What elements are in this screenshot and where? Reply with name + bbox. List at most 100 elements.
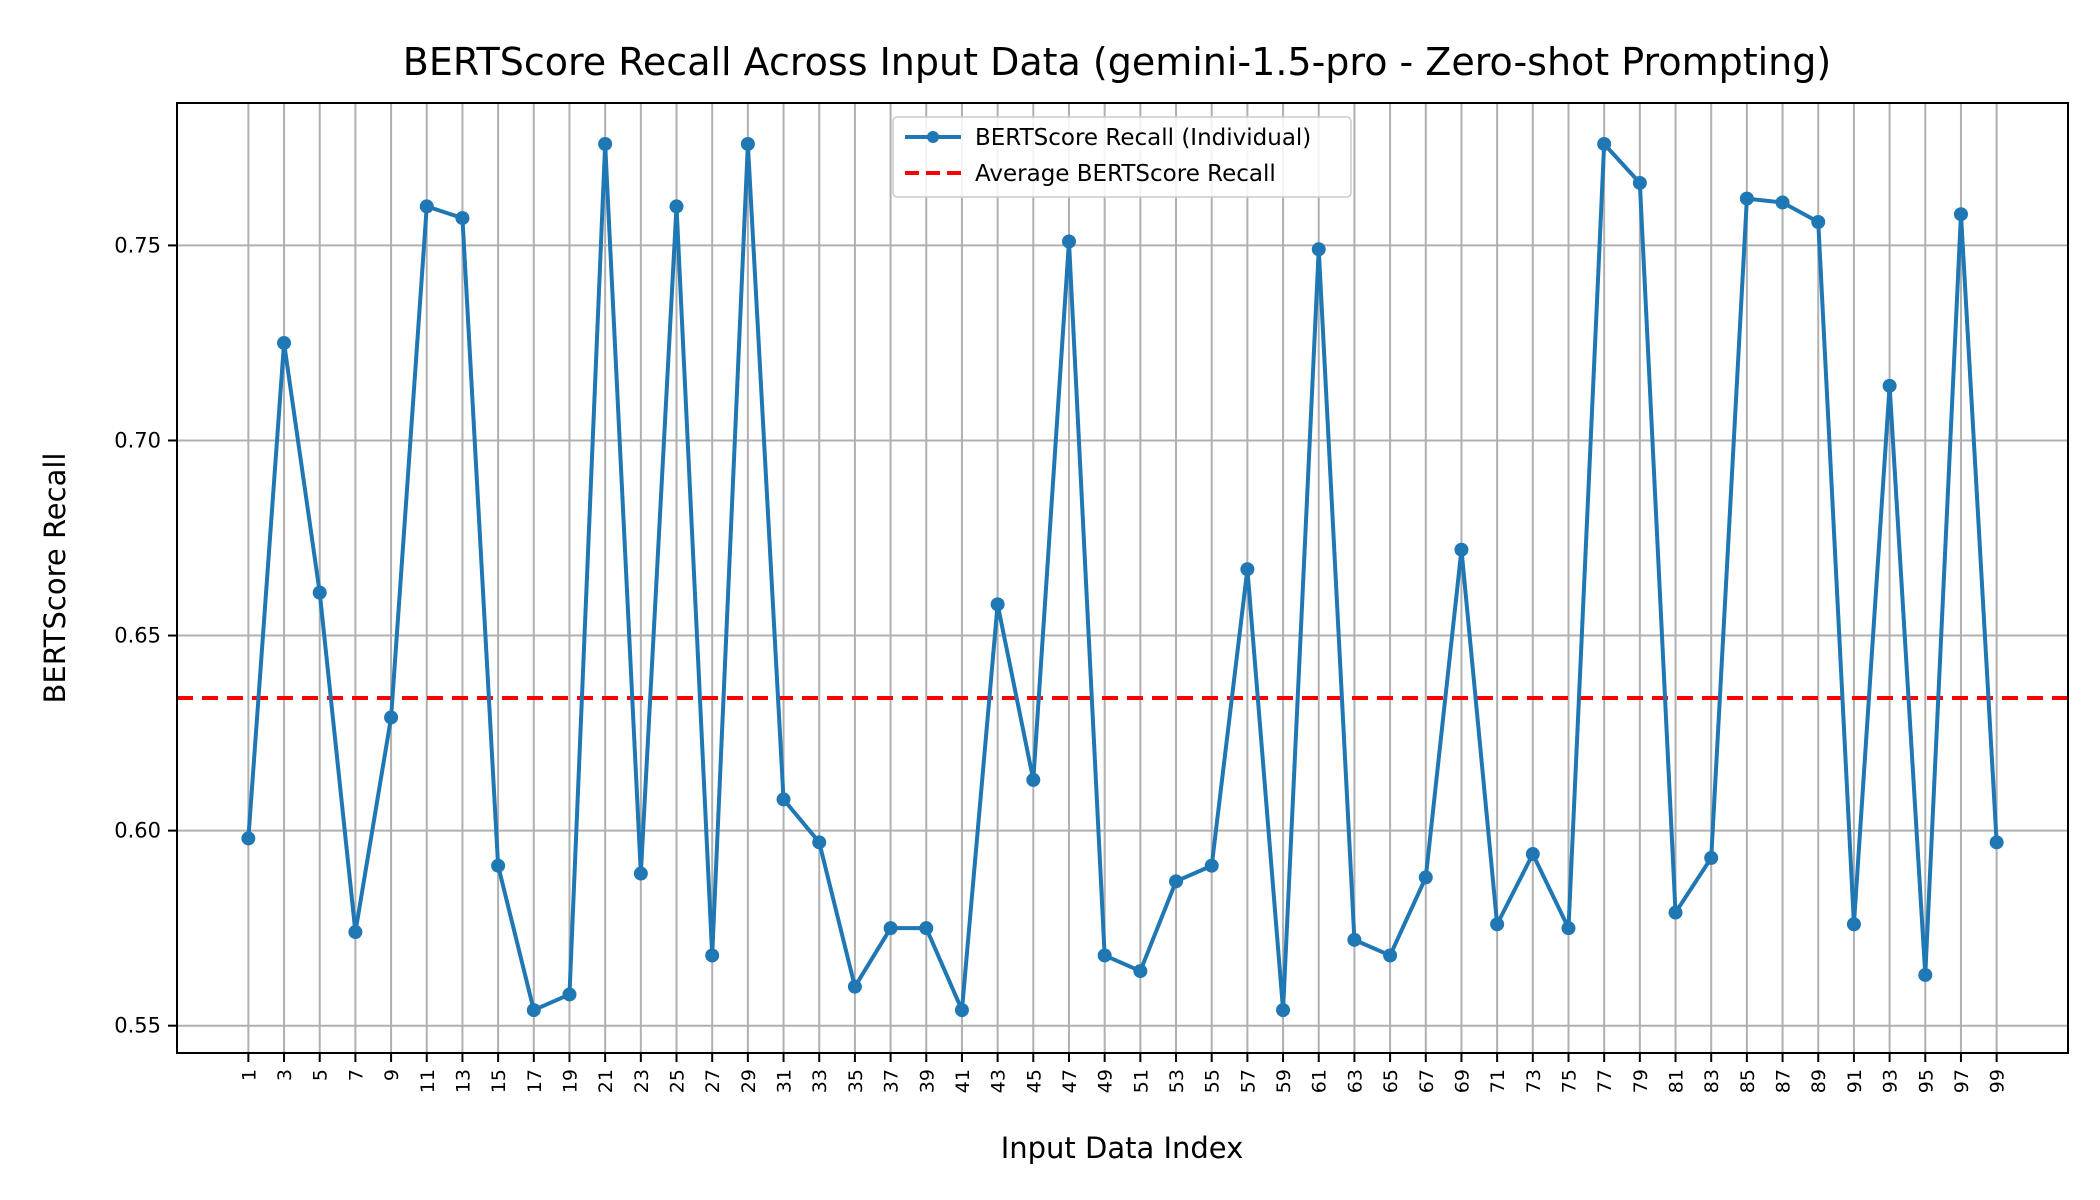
x-tick-label: 1: [238, 1069, 260, 1081]
recall-data-point: [348, 925, 363, 940]
x-tick-label: 11: [417, 1069, 439, 1093]
x-tick-label: 99: [1987, 1069, 2009, 1093]
x-tick-label: 9: [381, 1069, 403, 1081]
legend-label-individual: BERTScore Recall (Individual): [975, 125, 1311, 151]
x-tick-label: 53: [1166, 1069, 1188, 1093]
x-tick-label: 79: [1630, 1069, 1652, 1093]
recall-data-point: [812, 835, 827, 850]
x-tick-label: 75: [1558, 1069, 1580, 1093]
recall-data-point: [705, 948, 720, 963]
recall-data-point: [883, 921, 898, 936]
recall-data-point: [491, 858, 506, 873]
recall-data-point: [598, 136, 613, 151]
recall-data-point: [384, 710, 399, 725]
x-axis: 1 3 5 7 9 11 13 15 17 19 21 23 25 27 29 31 33 35 37 39 41 43 4…: [238, 1053, 2009, 1093]
x-tick-label: 5: [310, 1069, 332, 1081]
recall-data-point: [1347, 932, 1362, 947]
x-tick-label: 37: [881, 1069, 903, 1093]
recall-series-line: [246, 141, 1999, 1013]
recall-data-point: [1418, 870, 1433, 885]
y-tick-label: 0.60: [114, 819, 161, 843]
x-tick-label: 63: [1344, 1069, 1366, 1093]
recall-data-point: [1240, 562, 1255, 577]
x-tick-label: 35: [845, 1069, 867, 1093]
x-tick-label: 49: [1095, 1069, 1117, 1093]
recall-data-point: [919, 921, 934, 936]
legend: BERTScore Recall (Individual) Average BE…: [892, 116, 1352, 198]
x-tick-label: 7: [345, 1069, 367, 1081]
x-tick-label: 19: [559, 1069, 581, 1093]
recall-data-point: [1454, 542, 1469, 557]
x-tick-label: 77: [1594, 1069, 1616, 1093]
x-tick-label: 27: [702, 1069, 724, 1093]
recall-data-point: [1383, 948, 1398, 963]
legend-marker-individual: [927, 131, 939, 143]
recall-data-point: [1632, 175, 1647, 190]
y-axis: 0.55 0.60 0.65 0.70 0.75: [114, 233, 177, 1038]
recall-data-point: [419, 199, 434, 214]
recall-data-point: [1169, 874, 1184, 889]
y-tick-label: 0.75: [114, 233, 161, 257]
x-tick-label: 55: [1202, 1069, 1224, 1093]
recall-data-point: [1061, 234, 1076, 249]
x-tick-label: 23: [631, 1069, 653, 1093]
x-tick-label: 95: [1915, 1069, 1937, 1093]
recall-data-point: [1704, 850, 1719, 865]
recall-data-point: [277, 335, 292, 350]
recall-data-point: [1989, 835, 2004, 850]
x-tick-label: 91: [1844, 1069, 1866, 1093]
recall-data-point: [1918, 967, 1933, 982]
x-tick-label: 85: [1737, 1069, 1759, 1093]
series-layer: [241, 136, 2004, 1018]
x-tick-label: 87: [1773, 1069, 1795, 1093]
chart-title: BERTScore Recall Across Input Data (gemi…: [403, 40, 1831, 84]
recall-data-point: [740, 136, 755, 151]
x-tick-label: 43: [988, 1069, 1010, 1093]
plot-frame: [176, 102, 2069, 1054]
x-tick-label: 71: [1487, 1069, 1509, 1093]
x-tick-label: 17: [524, 1069, 546, 1093]
x-tick-label: 41: [952, 1069, 974, 1093]
recall-data-point: [1097, 948, 1112, 963]
x-tick-label: 83: [1701, 1069, 1723, 1093]
recall-data-point: [1882, 378, 1897, 393]
legend-box: [892, 116, 1352, 198]
x-tick-label: 29: [738, 1069, 760, 1093]
grid: [177, 103, 2068, 1053]
recall-data-point: [990, 597, 1005, 612]
y-tick-label: 0.70: [114, 428, 161, 452]
x-tick-label: 31: [774, 1069, 796, 1093]
x-tick-label: 93: [1880, 1069, 1902, 1093]
x-tick-label: 47: [1059, 1069, 1081, 1093]
y-tick-label: 0.65: [114, 624, 161, 648]
recall-data-point: [1739, 191, 1754, 206]
recall-data-point: [776, 792, 791, 807]
recall-data-point: [1811, 214, 1826, 229]
recall-data-point: [847, 979, 862, 994]
legend-label-average: Average BERTScore Recall: [975, 161, 1276, 187]
recall-data-point: [1276, 1003, 1291, 1018]
x-tick-label: 21: [595, 1069, 617, 1093]
x-tick-label: 69: [1451, 1069, 1473, 1093]
x-tick-label: 13: [452, 1069, 474, 1093]
recall-data-point: [1311, 242, 1326, 257]
x-tick-label: 65: [1380, 1069, 1402, 1093]
recall-data-point: [455, 211, 470, 226]
recall-data-point: [633, 866, 648, 881]
recall-data-point: [1561, 921, 1576, 936]
recall-data-point: [562, 987, 577, 1002]
recall-data-point: [312, 585, 327, 600]
x-tick-label: 59: [1273, 1069, 1295, 1093]
x-tick-label: 73: [1523, 1069, 1545, 1093]
recall-data-point: [1846, 917, 1861, 932]
recall-data-point: [1597, 136, 1612, 151]
recall-data-point: [241, 831, 256, 846]
recall-data-point: [1668, 905, 1683, 920]
recall-data-point: [1204, 858, 1219, 873]
recall-data-point: [954, 1003, 969, 1018]
x-tick-label: 67: [1416, 1069, 1438, 1093]
x-tick-label: 25: [667, 1069, 689, 1093]
x-tick-label: 39: [916, 1069, 938, 1093]
